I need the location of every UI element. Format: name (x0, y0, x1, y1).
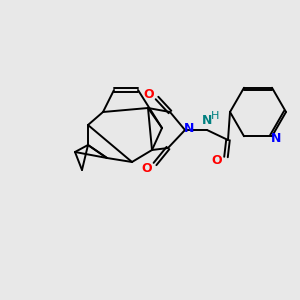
Text: O: O (144, 88, 154, 100)
Text: O: O (142, 163, 152, 176)
Text: N: N (202, 115, 212, 128)
Text: O: O (212, 154, 222, 167)
Text: H: H (211, 111, 219, 121)
Text: N: N (184, 122, 194, 136)
Text: N: N (271, 132, 281, 145)
